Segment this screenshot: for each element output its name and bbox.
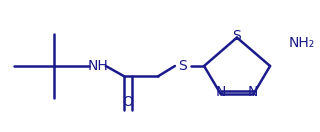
Text: S: S	[233, 29, 241, 43]
Text: N: N	[216, 85, 226, 99]
Text: N: N	[248, 85, 258, 99]
Text: O: O	[123, 95, 133, 109]
Text: NH: NH	[88, 59, 108, 73]
Text: NH₂: NH₂	[289, 36, 315, 50]
Text: S: S	[178, 59, 187, 73]
